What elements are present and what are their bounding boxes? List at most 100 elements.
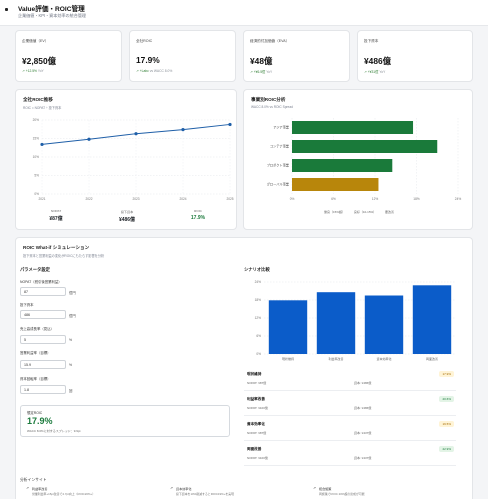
data-point bbox=[87, 137, 91, 141]
x-tick-label: 利益率改善 bbox=[328, 356, 343, 361]
y-tick-label: 10% bbox=[33, 155, 40, 159]
result-label: 想定ROIC bbox=[27, 411, 43, 415]
app-logo-icon bbox=[5, 8, 8, 11]
field-label: NOPAT（税引後営業利益） bbox=[20, 280, 62, 284]
scenario-row[interactable]: 資本効率化 19.5% NOPAT: ¥87億 資本: ¥437億 bbox=[244, 419, 456, 441]
y-tick-label: 5% bbox=[34, 174, 39, 178]
x-tick-label: 資本効率化 bbox=[376, 356, 391, 361]
scenario-name: 現状維持 bbox=[247, 372, 262, 376]
scenario-name: 利益率改善 bbox=[247, 397, 265, 401]
kpi-value: 17.9% bbox=[136, 55, 160, 65]
scenario-bar bbox=[268, 300, 308, 354]
kpi-label: 投下資本 bbox=[364, 39, 379, 43]
kpi-value: ¥48億 bbox=[250, 56, 273, 66]
segment-roic-card: 事業別ROIC分析 WACC 8.0% vs ROIC Spread 0% 6% 1… bbox=[243, 89, 473, 230]
scenario-capital: 資本: ¥486億 bbox=[354, 381, 372, 385]
kpi-value: ¥2,850億 bbox=[22, 56, 56, 66]
turnover-input[interactable] bbox=[20, 385, 66, 394]
scenario-row[interactable]: 現状維持 17.9% NOPAT: ¥87億 資本: ¥486億 bbox=[244, 369, 456, 391]
insight-item: ↗ 利益率改善 営業利益率+15pt改善で2.7pt向上（ROIC20%+） bbox=[26, 486, 96, 496]
data-point bbox=[40, 142, 44, 147]
field-label: 営業利益率（目標） bbox=[20, 351, 51, 355]
scenario-nopat: NOPAT: ¥87億 bbox=[247, 381, 267, 385]
scenario-bar bbox=[412, 285, 452, 354]
field-unit: 億円 bbox=[69, 314, 76, 318]
kpi-label: 経済的付加価値（EVA） bbox=[250, 39, 290, 43]
field-label: 資本回転率（目標） bbox=[20, 377, 51, 381]
footer-nopat: NOPAT ¥87億 bbox=[49, 209, 63, 222]
scenario-row[interactable]: 両面改善 22.9% NOPAT: ¥100億 資本: ¥437億 bbox=[244, 444, 456, 466]
growth-input[interactable] bbox=[20, 335, 66, 344]
y-tick-label: 0% bbox=[34, 192, 39, 196]
kpi-change: ↗ +¥31億 YoY bbox=[364, 70, 386, 74]
field-label: 投下資本 bbox=[20, 303, 34, 307]
scenario-badge: 17.9% bbox=[439, 371, 454, 377]
section-subtitle: ROIC = NOPAT ÷ 投下資本 bbox=[23, 106, 62, 110]
footer-capital: 投下資本 ¥486億 bbox=[118, 210, 136, 223]
page-subtitle: 企業価値・KPI・資本効率の統合管理 bbox=[18, 13, 87, 18]
kpi-value: ¥486億 bbox=[364, 56, 392, 66]
scenario-badge: 20.6% bbox=[439, 396, 454, 402]
section-subtitle: 投下資本と営業利益の変化がROICにもたらす影響を分析 bbox=[23, 254, 105, 258]
segment-bar bbox=[292, 121, 414, 134]
x-tick-label: 18% bbox=[413, 197, 420, 201]
kpi-change: ↗ +¥6.5億 YoY bbox=[250, 70, 273, 74]
y-tick-label: 6% bbox=[256, 334, 261, 338]
x-tick-label: 2025 bbox=[226, 197, 233, 201]
result-note: WACC 8.0%に対するスプレッド：9.9pt bbox=[27, 429, 81, 433]
nopat-input[interactable] bbox=[20, 287, 66, 296]
scenario-name: 資本効率化 bbox=[247, 422, 265, 426]
kpi-card-eva[interactable]: 経済的付加価値（EVA） ¥48億 ↗ +¥6.5億 YoY bbox=[243, 30, 350, 82]
scenario-row[interactable]: 利益率改善 20.6% NOPAT: ¥100億 資本: ¥486億 bbox=[244, 394, 456, 416]
x-tick-label: 2024 bbox=[179, 197, 186, 201]
segment-bar bbox=[292, 140, 438, 153]
trend-up-icon: ↗ bbox=[364, 70, 367, 74]
y-tick-label: 15% bbox=[33, 137, 40, 141]
segment-bar bbox=[292, 159, 393, 172]
insight-item: ↗ 資本効率化 投下資本を10%削減するとROIC19%+を実現 bbox=[170, 486, 235, 496]
roic-trend-card: 全社ROIC推移 ROIC = NOPAT ÷ 投下資本 0% 5% 10% 15% 2… bbox=[15, 89, 237, 230]
y-tick-label: 20% bbox=[33, 118, 40, 122]
x-tick-label: 2021 bbox=[38, 197, 45, 201]
segment-legend: 優良（15%超） 良好（10-15%） 要改善 bbox=[244, 210, 474, 214]
scenario-nopat: NOPAT: ¥100億 bbox=[247, 456, 268, 460]
legend-excellent: 優良（15%超） bbox=[323, 210, 345, 214]
margin-input[interactable] bbox=[20, 360, 66, 369]
field-unit: % bbox=[69, 338, 73, 342]
footer-roic: ROIC 17.9% bbox=[190, 209, 206, 221]
x-tick-label: 現状維持 bbox=[282, 356, 294, 361]
section-title: 事業別ROIC分析 bbox=[251, 97, 286, 102]
category-label: グローバル事業 bbox=[267, 182, 290, 187]
scenario-badge: 22.9% bbox=[439, 446, 454, 452]
x-tick-label: 24% bbox=[455, 197, 462, 201]
kpi-card-roic[interactable]: 全社ROIC 17.9% ↗ +Labc vs WACC 8.0% bbox=[129, 30, 236, 82]
capital-input[interactable] bbox=[20, 310, 66, 319]
kpi-card-capital[interactable]: 投下資本 ¥486億 ↗ +¥31億 YoY bbox=[357, 30, 473, 82]
field-unit: 億円 bbox=[69, 291, 76, 295]
category-label: コンテナ事業 bbox=[270, 144, 290, 149]
simulator-card: ROIC What-if シミュレーション 投下資本と営業利益の変化がROICに… bbox=[15, 237, 473, 499]
section-title: 全社ROIC推移 bbox=[23, 97, 53, 102]
category-label: プロダクト事業 bbox=[267, 163, 290, 168]
x-tick-label: 2023 bbox=[132, 197, 139, 201]
field-unit: 回 bbox=[69, 389, 73, 393]
y-tick-label: 12% bbox=[255, 316, 262, 320]
data-point bbox=[134, 132, 138, 136]
scenario-capital: 資本: ¥486億 bbox=[354, 406, 372, 410]
trend-icon: ↗ bbox=[313, 486, 317, 490]
section-title: ROIC What-if シミュレーション bbox=[23, 245, 90, 250]
category-label: アジア事業 bbox=[273, 125, 290, 130]
section-subtitle: WACC 8.0% vs ROIC Spread bbox=[251, 105, 293, 109]
kpi-card-ev[interactable]: 企業価値（EV） ¥2,850億 ↗ +12.5% YoY bbox=[15, 30, 122, 82]
y-tick-label: 24% bbox=[255, 280, 262, 284]
page-title: Value評価・ROIC管理 bbox=[18, 6, 85, 13]
scenario-nopat: NOPAT: ¥87億 bbox=[247, 431, 267, 435]
data-point bbox=[228, 122, 232, 127]
x-tick-label: 6% bbox=[331, 197, 336, 201]
scenario-title: シナリオ比較 bbox=[244, 267, 270, 272]
data-point bbox=[181, 128, 185, 132]
result-value: 17.9% bbox=[27, 416, 53, 426]
y-tick-label: 0% bbox=[256, 352, 261, 356]
trend-up-icon: ↗ bbox=[136, 69, 139, 73]
